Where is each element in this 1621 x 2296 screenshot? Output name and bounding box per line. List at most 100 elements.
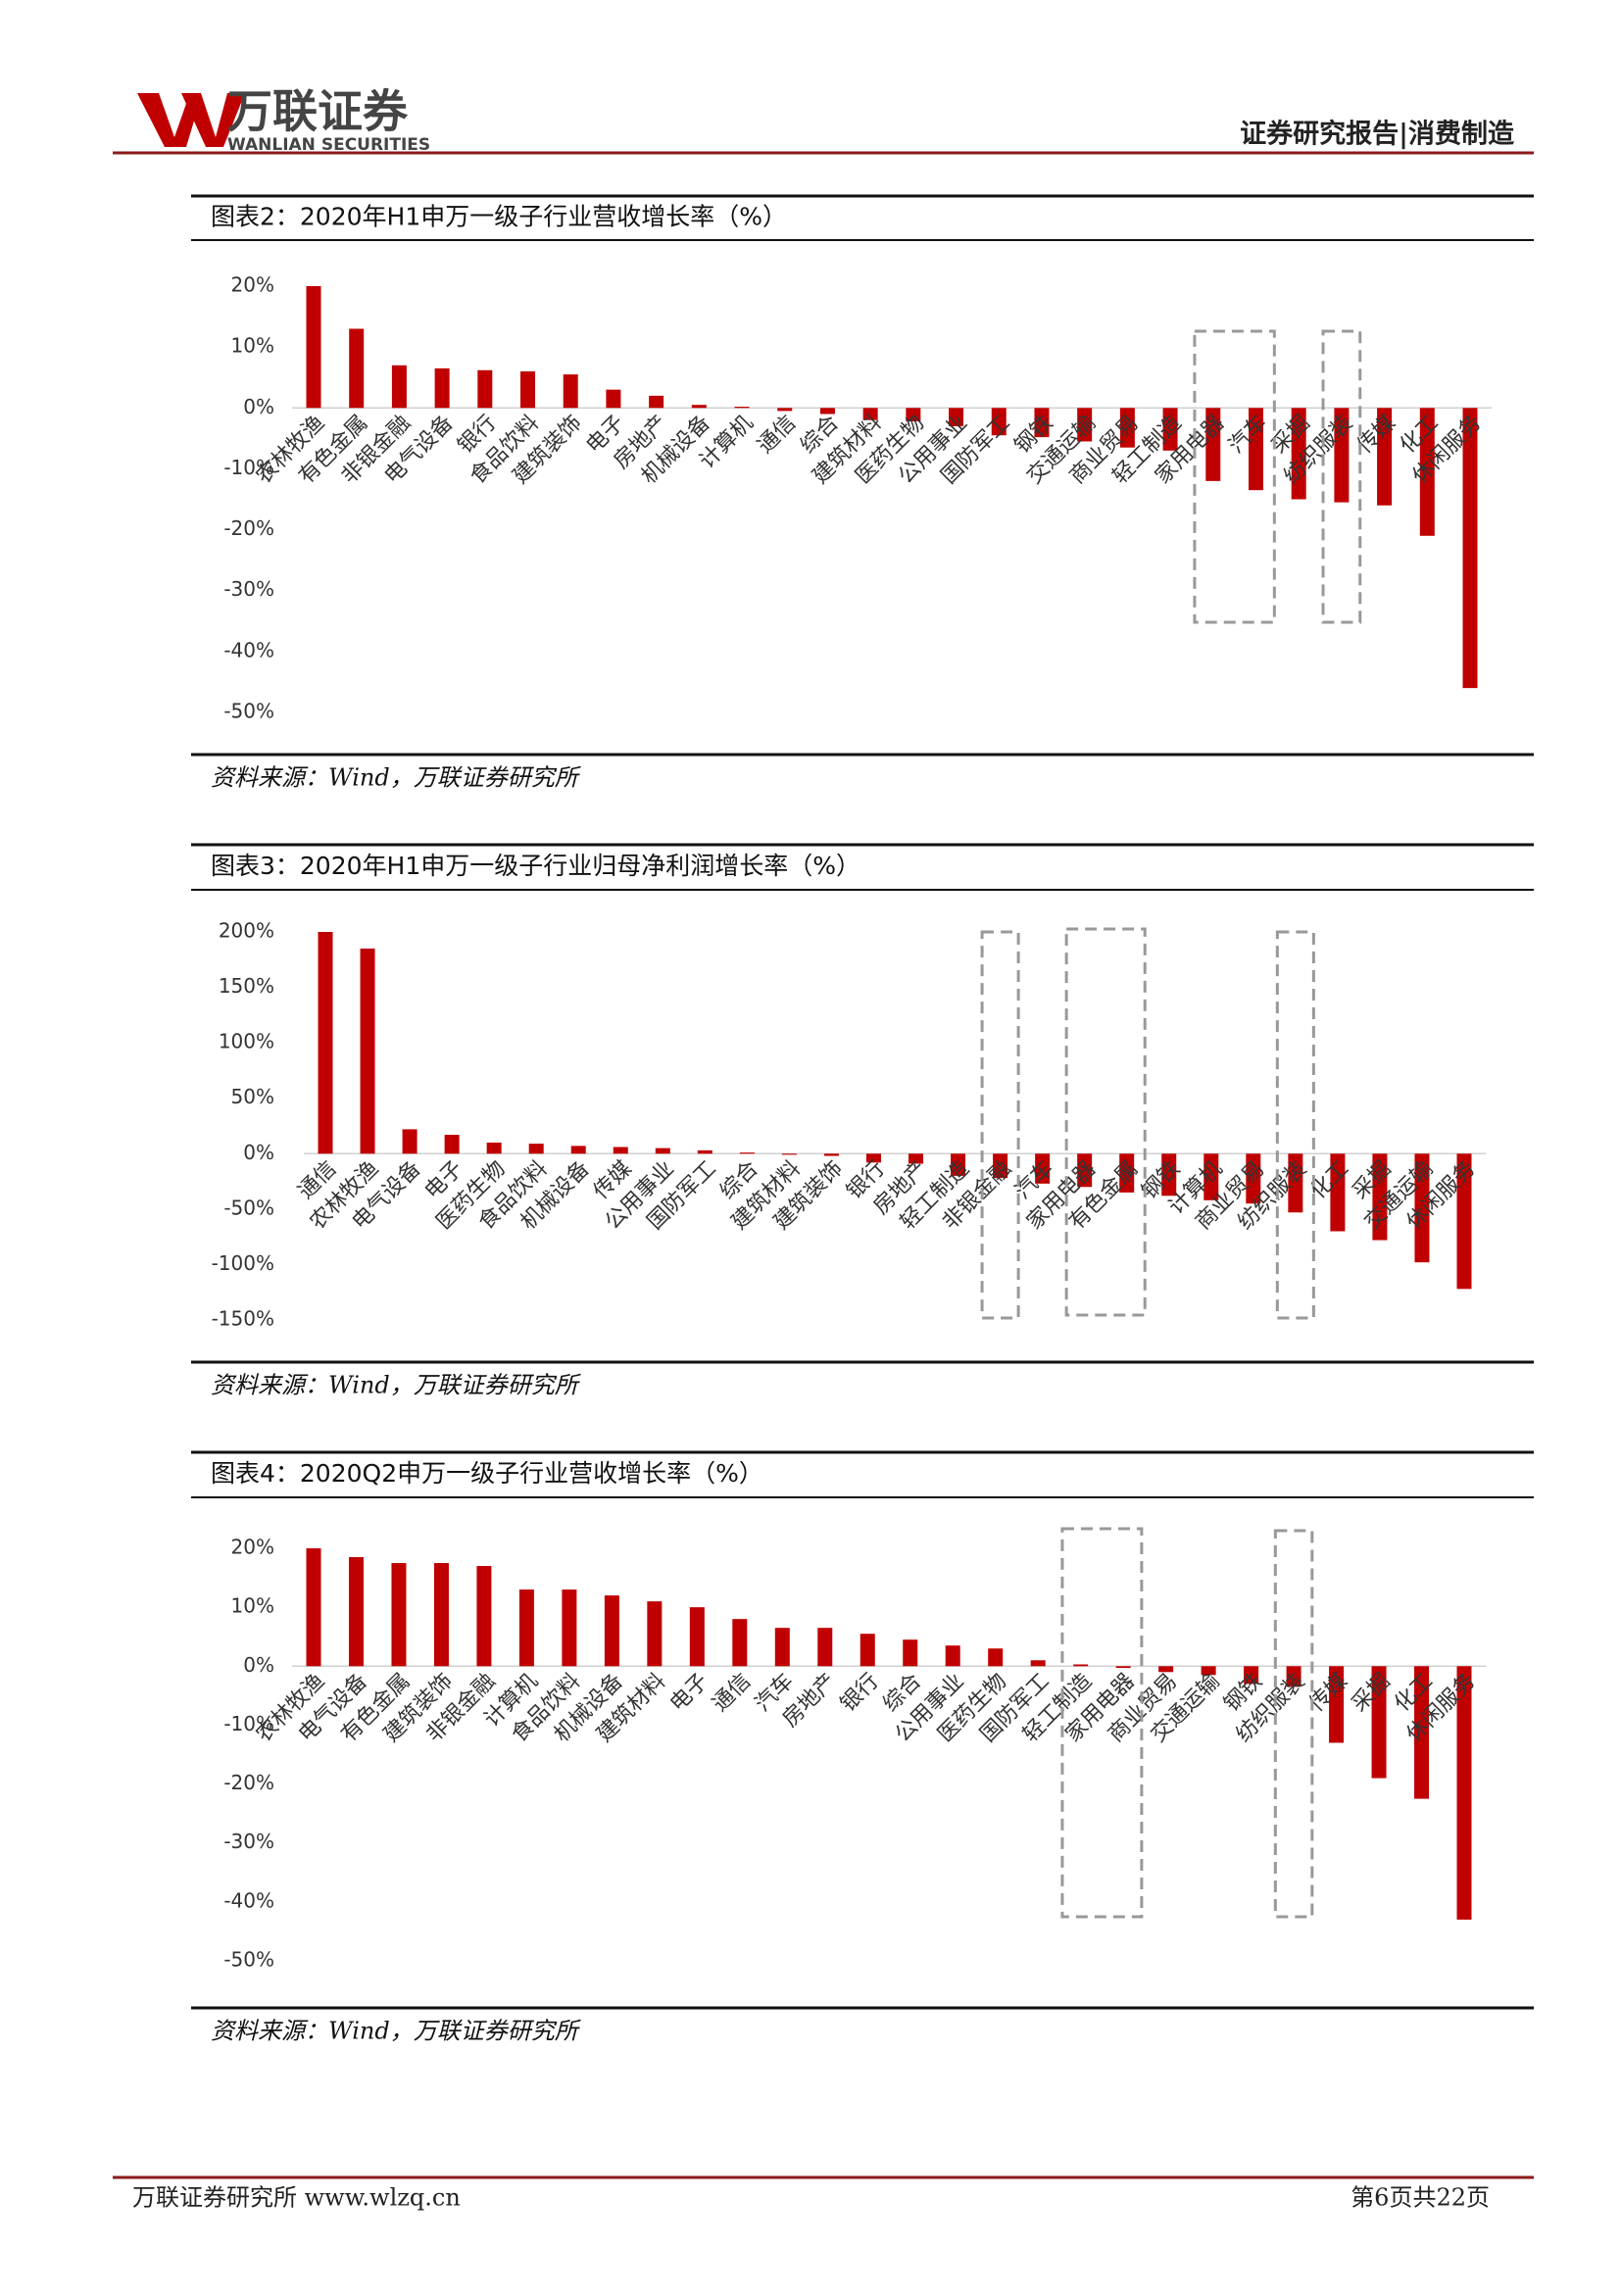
y-tick-label: -40%: [223, 638, 274, 661]
bar: [781, 1153, 797, 1155]
bar: [991, 408, 1007, 436]
bar: [647, 1601, 663, 1667]
bar: [433, 1563, 449, 1667]
bar: [486, 1142, 502, 1154]
y-tick-label: -30%: [223, 577, 274, 601]
bar: [906, 408, 921, 421]
y-tick-label: -100%: [212, 1251, 274, 1275]
highlight-box: [1060, 1527, 1144, 1919]
bar: [360, 948, 375, 1154]
bar: [402, 1129, 418, 1154]
bar: [1161, 1153, 1177, 1197]
x-tick-label: 通信: [708, 1669, 756, 1717]
bar: [1372, 1153, 1388, 1241]
y-tick-label: 20%: [231, 273, 274, 297]
bar: [1158, 1666, 1174, 1673]
bar: [1419, 408, 1435, 536]
y-tick-label: 0%: [243, 1653, 274, 1677]
bar: [691, 405, 707, 409]
bar: [1286, 1666, 1302, 1687]
footer-left: 万联证券研究所 www.wlzq.cn: [132, 2184, 461, 2212]
y-tick-label: 20%: [231, 1536, 274, 1559]
footer-right: 第6页共22页: [1351, 2184, 1490, 2212]
bar: [1248, 408, 1263, 491]
bar: [1334, 408, 1350, 503]
y-tick-label: 10%: [231, 1594, 274, 1618]
bar: [1115, 1666, 1131, 1669]
bar: [1077, 1153, 1093, 1188]
y-tick-label: 150%: [219, 974, 274, 998]
y-tick-label: -30%: [223, 1830, 274, 1853]
bar: [1035, 1153, 1051, 1184]
bar: [306, 1548, 321, 1667]
bar: [951, 1153, 966, 1176]
bar: [903, 1639, 918, 1667]
bar: [1030, 1660, 1046, 1667]
bar: [655, 1148, 670, 1154]
x-tick-label: 银行: [836, 1669, 884, 1717]
logo-mark: [181, 93, 245, 147]
bar: [518, 1589, 534, 1667]
bar: [1034, 408, 1050, 438]
y-tick-label: -10%: [223, 1712, 274, 1735]
chart-title: 图表2：2020年H1申万一级子行业营收增长率（%）: [211, 203, 787, 231]
bar: [909, 1153, 924, 1164]
chart-title: 图表4：2020Q2申万一级子行业营收增长率（%）: [211, 1459, 763, 1488]
bar: [1456, 1666, 1472, 1920]
x-tick-label: 通信: [753, 411, 801, 459]
bar: [444, 1135, 460, 1154]
bar: [318, 932, 333, 1154]
highlight-box: [1273, 1529, 1314, 1919]
bar: [563, 374, 578, 409]
bar: [732, 1619, 748, 1667]
bar: [1329, 1666, 1345, 1743]
bar: [1246, 1153, 1261, 1204]
bar: [689, 1607, 705, 1667]
bar: [476, 1566, 492, 1667]
bar: [434, 367, 450, 409]
y-tick-label: 200%: [219, 919, 274, 943]
highlight-box: [1321, 329, 1362, 624]
y-tick-label: 50%: [231, 1085, 274, 1108]
bar: [1414, 1153, 1430, 1263]
bar: [606, 389, 621, 409]
report-type: 证券研究报告|消费制造: [1240, 119, 1514, 150]
bar: [613, 1147, 628, 1154]
bar: [604, 1595, 619, 1667]
source-note: 资料来源：Wind，万联证券研究所: [211, 764, 582, 792]
bar: [520, 371, 536, 409]
bar: [1201, 1666, 1216, 1676]
bar: [862, 408, 878, 420]
logo: 万联证券 WANLIAN SECURITIES: [137, 85, 430, 155]
highlight-box: [980, 930, 1020, 1320]
y-tick-label: 10%: [231, 334, 274, 358]
bar: [1377, 408, 1393, 506]
bar: [349, 328, 365, 409]
bar: [528, 1144, 544, 1154]
bar: [865, 1153, 881, 1163]
bar: [1205, 408, 1221, 481]
bar: [988, 1648, 1004, 1667]
bar: [945, 1645, 960, 1667]
bar: [1119, 1153, 1135, 1193]
highlight-box: [1064, 927, 1147, 1317]
chart-title: 图表3：2020年H1申万一级子行业归母净利润增长率（%）: [211, 852, 860, 880]
y-tick-label: -50%: [223, 700, 274, 723]
bar: [348, 1557, 364, 1667]
bar: [817, 1628, 833, 1667]
y-tick-label: -150%: [212, 1307, 274, 1331]
logo-mark: [137, 93, 201, 147]
highlight-box: [1193, 329, 1276, 624]
y-tick-label: -20%: [223, 1771, 274, 1794]
bar: [739, 1152, 755, 1154]
highlight-box: [1275, 930, 1315, 1320]
bar: [477, 369, 493, 409]
y-tick-label: -20%: [223, 516, 274, 540]
brand: 万联证券: [227, 85, 409, 138]
y-tick-label: 100%: [219, 1030, 274, 1053]
y-tick-label: 0%: [243, 1141, 274, 1164]
y-tick-label: -50%: [223, 1948, 274, 1972]
bar: [993, 1153, 1008, 1179]
